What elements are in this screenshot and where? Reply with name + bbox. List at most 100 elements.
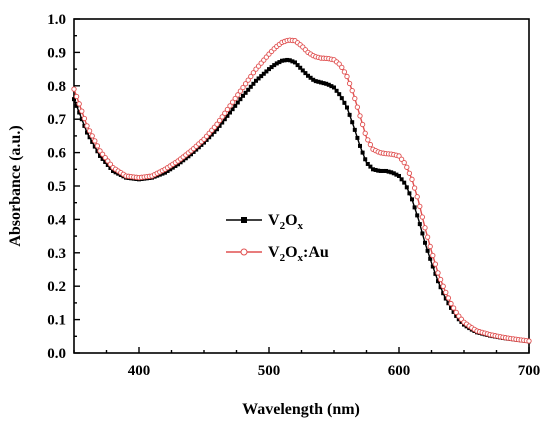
data-point [334, 88, 339, 93]
legend-label: V2Ox [268, 212, 304, 232]
data-point [251, 81, 256, 86]
data-point [443, 289, 449, 295]
data-point [79, 117, 84, 122]
data-point [336, 61, 342, 67]
data-point [358, 143, 362, 148]
data-point [425, 248, 430, 253]
data-point [173, 163, 178, 168]
series-v2ox [72, 57, 531, 344]
data-point [339, 64, 345, 71]
data-point [345, 105, 349, 110]
data-point [344, 73, 350, 80]
data-point [373, 167, 378, 172]
data-point [441, 291, 446, 296]
data-point [92, 138, 98, 144]
data-point [79, 108, 85, 114]
data-point [417, 203, 423, 210]
data-point [300, 68, 305, 73]
data-point [72, 97, 76, 102]
legend-marker [241, 217, 247, 223]
data-point [85, 130, 89, 135]
y-axis-label: Absorbance (a.u.) [7, 125, 24, 246]
y-tick-label: 0.9 [47, 45, 66, 61]
data-point [113, 170, 118, 175]
data-point [389, 170, 394, 175]
data-point [440, 283, 446, 289]
data-point [219, 114, 225, 120]
data-point [381, 168, 386, 173]
data-point [359, 121, 366, 128]
data-point [319, 80, 323, 85]
data-point [346, 80, 353, 87]
legend-entry: V2Ox [226, 212, 304, 232]
data-point [94, 143, 101, 149]
data-point [365, 137, 371, 143]
data-point [311, 77, 316, 82]
data-point [337, 92, 342, 97]
data-point [209, 132, 214, 137]
data-point [436, 279, 440, 284]
data-point [411, 185, 418, 191]
data-point [228, 110, 232, 115]
data-point [224, 106, 231, 113]
data-point [248, 84, 253, 89]
data-point [430, 252, 436, 259]
data-point [410, 197, 414, 202]
data-point [376, 168, 381, 173]
data-point [191, 149, 196, 154]
data-point [355, 135, 360, 140]
data-point [163, 170, 167, 175]
data-point [432, 261, 439, 267]
data-point [227, 103, 233, 109]
legend-text-part: O [285, 244, 297, 261]
data-point [350, 120, 355, 125]
data-point [313, 79, 318, 84]
data-point [81, 115, 88, 122]
data-point [354, 104, 361, 110]
data-point [293, 60, 297, 65]
data-point [204, 137, 209, 142]
data-point [367, 141, 374, 148]
data-point [342, 100, 347, 105]
data-point [316, 79, 321, 84]
data-point [404, 185, 409, 190]
data-point [73, 93, 80, 100]
data-point [365, 161, 370, 166]
data-point [347, 112, 352, 117]
data-point [232, 95, 238, 102]
data-point [77, 110, 82, 115]
data-point [272, 63, 277, 68]
y-tick-label: 0.7 [47, 112, 66, 128]
data-point [243, 90, 248, 95]
data-point [417, 222, 422, 227]
legend-text-part: V [268, 212, 280, 229]
data-point [285, 57, 290, 62]
data-point [402, 180, 407, 185]
data-point [181, 158, 186, 163]
data-point [269, 65, 274, 70]
data-point [332, 85, 336, 90]
y-axis-ticks: 0.0 0.1 0.2 0.3 0.4 0.5 0.6 0.7 0.8 0.9 1.0 [47, 12, 80, 362]
data-point [256, 76, 261, 81]
data-point [87, 135, 92, 140]
data-point [422, 225, 428, 231]
data-point [428, 256, 433, 261]
data-point [433, 271, 438, 276]
data-point [238, 97, 243, 102]
x-axis-ticks: 400 500 600 700 [73, 347, 540, 379]
data-point [165, 168, 170, 173]
data-point [427, 243, 433, 250]
data-point [103, 159, 108, 164]
data-point [420, 231, 425, 236]
legend-subscript: 2 [280, 252, 286, 264]
data-point [430, 264, 435, 269]
data-point [245, 77, 251, 83]
data-point [329, 84, 334, 89]
data-point [303, 71, 308, 76]
data-point [160, 171, 165, 176]
data-point [76, 101, 82, 107]
x-tick-label: 600 [388, 363, 411, 379]
data-point [412, 205, 417, 210]
data-point [274, 61, 279, 66]
